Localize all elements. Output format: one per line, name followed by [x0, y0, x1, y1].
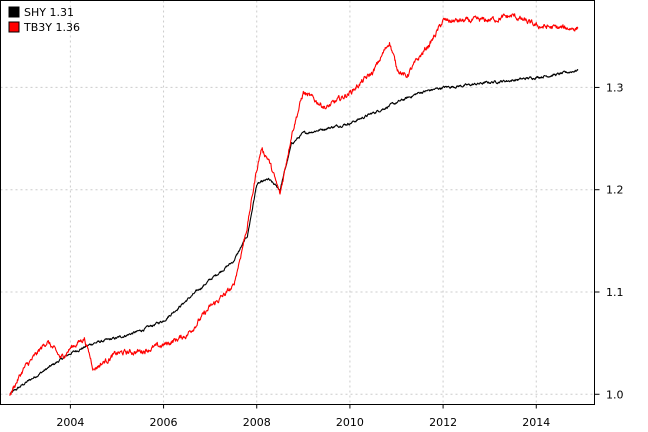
x-tick-label: 2010 — [336, 416, 364, 429]
x-tick-label: 2014 — [522, 416, 550, 429]
series-line-shy — [9, 68, 579, 395]
y-tick-label: 1.2 — [606, 184, 624, 197]
x-tick-label: 2012 — [429, 416, 457, 429]
plot-frame — [0, 0, 595, 405]
legend-label: SHY 1.31 — [24, 6, 74, 19]
x-axis: 2004 2006 2008 2010 2012 2014 — [56, 404, 550, 429]
y-tick-label: 1.1 — [606, 286, 624, 299]
y-tick-label: 1.3 — [606, 81, 624, 94]
series-line-tb3y — [9, 13, 579, 396]
x-tick-label: 2006 — [150, 416, 178, 429]
legend-swatch — [8, 6, 20, 18]
y-axis: 1.0 1.1 1.2 1.3 — [594, 81, 624, 401]
legend-label: TB3Y 1.36 — [23, 21, 80, 34]
grid-lines — [0, 0, 595, 405]
legend: SHY 1.31 TB3Y 1.36 — [8, 6, 80, 34]
series-layer — [9, 13, 579, 396]
y-tick-label: 1.0 — [606, 388, 624, 401]
x-tick-label: 2008 — [243, 416, 271, 429]
legend-swatch — [8, 21, 20, 33]
x-tick-label: 2004 — [56, 416, 84, 429]
